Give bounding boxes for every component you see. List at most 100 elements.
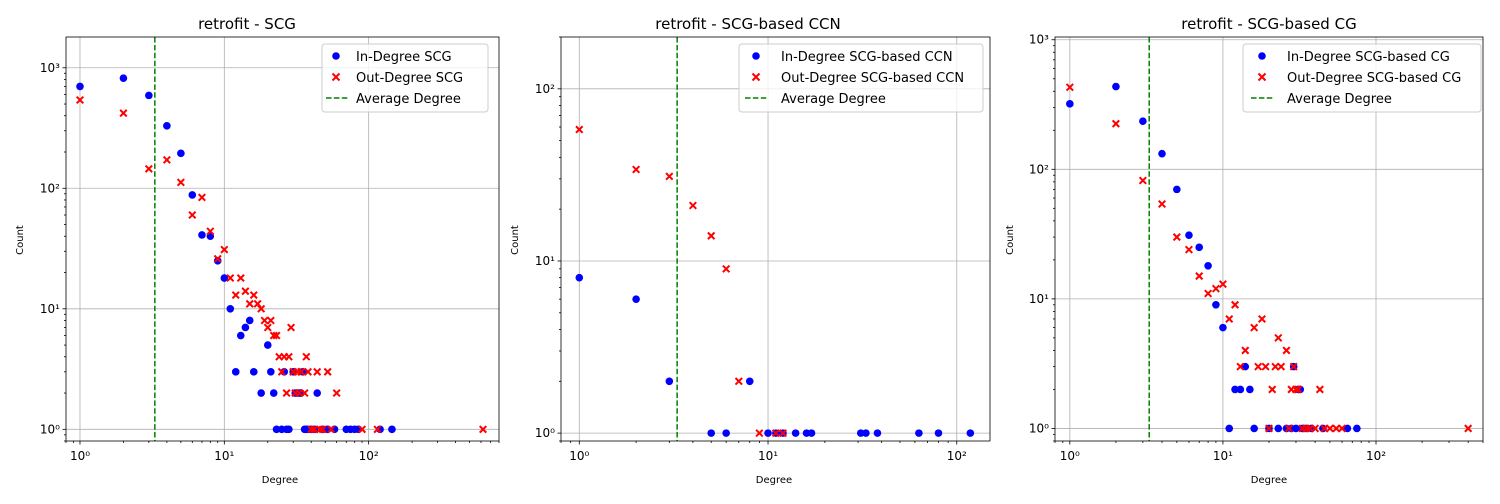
- in-degree-point: [1292, 424, 1300, 433]
- y-tick-label: 10²: [535, 82, 555, 96]
- in-degree-point: [1066, 100, 1074, 108]
- out-degree-point: [1195, 272, 1204, 281]
- y-tick-label: 10⁰: [535, 426, 555, 440]
- out-degree-point: [707, 231, 716, 240]
- y-tick-label: 10³: [40, 61, 60, 75]
- out-degree-point: [297, 367, 306, 376]
- x-axis-label: Degree: [756, 475, 792, 486]
- in-degree-point: [269, 389, 278, 397]
- out-degree-point: [260, 316, 269, 325]
- out-degree-point: [1268, 385, 1277, 394]
- out-degree-point: [315, 425, 324, 434]
- in-degree-point: [934, 429, 943, 437]
- in-degree-point: [267, 368, 275, 376]
- in-degree-point: [1236, 385, 1245, 394]
- in-degree-point: [231, 368, 240, 376]
- out-degree-point: [75, 96, 84, 105]
- out-degree-point: [241, 287, 250, 296]
- out-degree-point: [1311, 424, 1320, 433]
- out-degree-point: [206, 227, 215, 236]
- out-degree-point: [249, 291, 258, 300]
- in-degree-point: [745, 377, 754, 386]
- out-degree-point: [266, 316, 275, 325]
- x-axis-label: Degree: [1251, 475, 1287, 486]
- out-degree-point: [302, 352, 311, 361]
- in-degree-point: [862, 429, 870, 437]
- in-degree-point: [707, 429, 716, 437]
- in-degree-point: [163, 121, 171, 130]
- out-degree-point: [1236, 362, 1245, 371]
- out-degree-point: [575, 125, 584, 134]
- out-degree-point: [1261, 362, 1270, 371]
- out-degree-point: [213, 254, 222, 263]
- in-degree-point: [665, 377, 674, 386]
- out-degree-point: [1231, 300, 1240, 309]
- legend-marker-in-degree: [332, 52, 340, 60]
- out-degree-point: [327, 425, 336, 434]
- out-degree-point: [269, 331, 278, 340]
- y-tick-label: 10²: [1029, 162, 1049, 176]
- out-degree-point: [1157, 199, 1167, 208]
- legend-marker-out-degree: [1257, 72, 1267, 82]
- out-degree-point: [373, 425, 382, 434]
- in-degree-point: [1246, 385, 1254, 394]
- in-degree-point: [388, 425, 396, 434]
- in-degree-point: [188, 191, 197, 199]
- in-degree-point: [1274, 424, 1283, 433]
- in-degree-point: [873, 429, 882, 437]
- panel-ccn: retrofit - SCG-based CCN Degree Count 10…: [510, 15, 991, 486]
- in-degree-point: [1353, 424, 1361, 433]
- axes-frame: [1054, 36, 1484, 442]
- out-degree-point: [1225, 314, 1234, 323]
- in-degree-point: [272, 425, 281, 434]
- in-degree-point: [1231, 385, 1239, 394]
- axes-frame: [560, 36, 991, 442]
- in-degree-point: [119, 74, 128, 82]
- x-axis-label: Degree: [262, 475, 298, 486]
- out-degree-point: [162, 155, 171, 164]
- legend-label-in-degree: In-Degree SCG: [356, 50, 452, 65]
- out-degree-point: [1254, 362, 1263, 371]
- in-degree-point: [632, 295, 640, 303]
- in-degree-point: [807, 429, 816, 437]
- out-degree-point: [272, 331, 281, 340]
- out-degree-point: [1274, 333, 1283, 342]
- in-degree-point: [1343, 424, 1352, 433]
- in-degree-point: [263, 341, 272, 349]
- plot-area: 10⁰ 10¹ 10² 10⁰ 10¹ 10² 10³: [40, 36, 500, 463]
- plot-area: 10⁰ 10¹ 10² 10⁰ 10¹ 10² 10³: [1029, 33, 1484, 463]
- out-degree-point: [236, 274, 245, 283]
- x-tick-label: 10⁰: [569, 449, 589, 463]
- in-degree-point: [1112, 82, 1120, 91]
- legend-label-in-degree: In-Degree SCG-based CCN: [781, 50, 953, 65]
- in-degree-point: [764, 429, 772, 437]
- out-degree-point: [1257, 314, 1267, 323]
- out-degree-point: [755, 429, 764, 438]
- in-degree-point: [226, 305, 235, 313]
- y-tick-label: 10⁰: [1029, 421, 1049, 435]
- out-degree-point: [332, 389, 341, 398]
- in-degree-point: [220, 274, 229, 282]
- in-degree-point: [1195, 243, 1204, 252]
- legend: In-Degree SCG-based CCN Out-Degree SCG-b…: [738, 43, 984, 113]
- out-degree-point: [1294, 385, 1303, 394]
- chart-title: retrofit - SCG-based CCN: [655, 15, 841, 33]
- legend-marker-in-degree: [752, 52, 760, 60]
- out-degree-point: [257, 304, 266, 313]
- out-degree-point: [277, 367, 286, 376]
- in-degree-point: [915, 429, 923, 437]
- out-degree-point: [284, 352, 293, 361]
- out-degree-point: [282, 389, 291, 398]
- x-tick-label: 10²: [947, 449, 967, 463]
- in-degree-point: [245, 316, 254, 325]
- legend: In-Degree SCG Out-Degree SCG Average Deg…: [321, 43, 489, 113]
- y-tick-label: 10¹: [535, 254, 555, 268]
- out-degree-point: [1065, 83, 1074, 92]
- out-degree-point: [300, 389, 309, 398]
- out-degree-point: [632, 165, 641, 174]
- legend-label-out-degree: Out-Degree SCG: [356, 71, 463, 86]
- in-degree-point: [1250, 424, 1258, 433]
- in-degree-point: [1158, 149, 1166, 158]
- x-tick-label: 10⁰: [70, 449, 90, 463]
- in-degree-point: [177, 149, 185, 158]
